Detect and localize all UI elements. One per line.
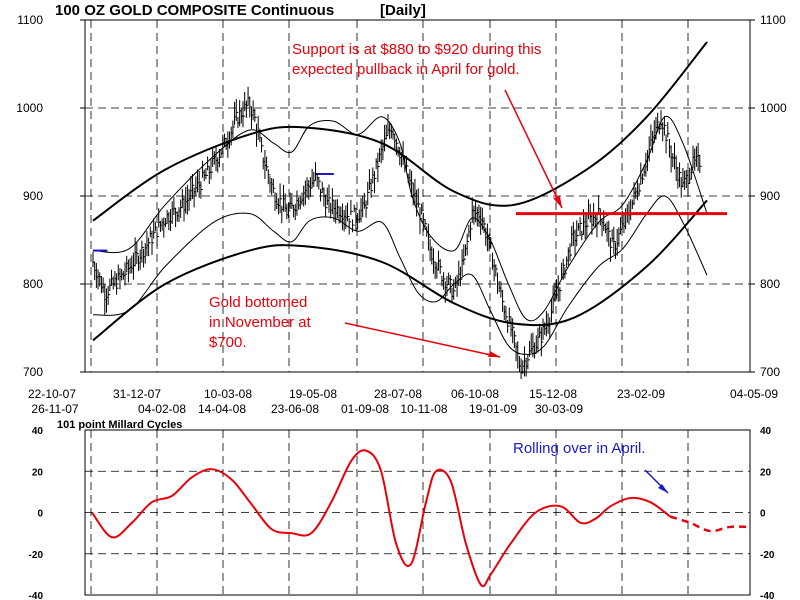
price-y-tick-label: 1000 [16, 101, 43, 115]
oscillator-y-tick-label: 0 [37, 509, 43, 520]
price-x-tick-label: 19-01-09 [469, 402, 517, 416]
cycle-band-outer-lower [92, 199, 708, 342]
price-x-tick-label: 10-11-08 [400, 402, 447, 416]
price-x-tick-label: 06-10-08 [451, 387, 499, 401]
price-x-tick-label: 22-10-07 [28, 387, 76, 401]
oscillator-y-tick-label: -40 [29, 591, 44, 600]
price-x-tick-label: 26-11-07 [31, 402, 78, 416]
cycle-band-inner-upper [92, 115, 708, 322]
bottom-arrow [344, 322, 501, 358]
oscillator-y-tick-label: 40 [760, 426, 772, 437]
oscillator-y-tick-label: -20 [29, 550, 44, 561]
price-x-tick-label: 14-04-08 [198, 402, 246, 416]
price-x-tick-label: 31-12-07 [113, 387, 161, 401]
price-y-tick-label: 1000 [760, 101, 787, 115]
cycle-band-outer-upper [92, 41, 708, 222]
price-x-axis: 22-10-07 31-12-07 10-03-08 19-05-08 28-07-08… [28, 387, 778, 416]
price-y-tick-label: 700 [760, 365, 780, 379]
oscillator-y-tick-label: 0 [760, 509, 766, 520]
price-y-tick-label: 900 [23, 189, 43, 203]
price-x-tick-label: 23-06-08 [271, 402, 319, 416]
price-y-tick-label: 700 [23, 365, 43, 379]
chart-title: 100 OZ GOLD COMPOSITE Continuous [55, 2, 334, 19]
oscillator-grid [85, 430, 750, 595]
price-x-tick-label: 23-02-09 [617, 387, 665, 401]
support-annotation-line2: expected pullback in April for gold. [292, 61, 520, 78]
price-y-tick-label: 1100 [17, 13, 43, 27]
price-y-tick-label: 800 [760, 277, 780, 291]
bottom-annotation-line1: Gold bottomed [209, 294, 307, 311]
bottom-annotation-line3: $700. [209, 334, 247, 351]
price-y-axis-left: 700 800 900 1000 1100 [16, 13, 85, 379]
price-y-tick-label: 1100 [760, 13, 786, 27]
oscillator-y-tick-label: -20 [760, 550, 775, 561]
price-y-tick-label: 800 [23, 277, 43, 291]
bottom-annotation-line2: in November at [209, 314, 312, 331]
price-x-tick-label: 01-09-08 [341, 402, 389, 416]
price-x-tick-label: 30-03-09 [535, 402, 583, 416]
chart-period: [Daily] [380, 2, 426, 19]
millard-cycle-projection [669, 515, 751, 533]
price-x-tick-label: 28-07-08 [374, 387, 422, 401]
oscillator-y-tick-label: 20 [32, 467, 44, 478]
millard-cycle-line [91, 449, 671, 588]
price-x-tick-label: 10-03-08 [204, 387, 252, 401]
support-arrow [504, 89, 563, 209]
oscillator-title: 101 point Millard Cycles [57, 419, 182, 431]
support-arrowhead [553, 196, 562, 208]
price-x-tick-label: 15-12-08 [529, 387, 577, 401]
oscillator-y-tick-label: 40 [32, 426, 44, 437]
bottom-arrowhead [488, 351, 500, 357]
price-cycle-bands [92, 41, 708, 355]
price-y-axis-right: 700 800 900 1000 1100 [750, 13, 787, 379]
rolling-over-arrowhead [658, 484, 668, 493]
price-bars [92, 86, 702, 380]
price-x-tick-label: 04-05-09 [730, 387, 778, 401]
oscillator-y-axis-left: -40 -20 0 20 40 [29, 426, 44, 600]
price-y-tick-label: 900 [760, 189, 780, 203]
price-x-tick-label: 19-05-08 [289, 387, 337, 401]
oscillator-y-axis-right: -40 -20 0 20 40 [760, 426, 775, 600]
rolling-over-annotation: Rolling over in April. [513, 440, 646, 457]
oscillator-series [91, 449, 751, 588]
price-x-tick-label: 04-02-08 [138, 402, 186, 416]
oscillator-y-tick-label: 20 [760, 467, 772, 478]
cycle-band-inner-lower [92, 195, 708, 355]
support-annotation-line1: Support is at $880 to $920 during this [292, 41, 541, 58]
oscillator-y-tick-label: -40 [760, 591, 775, 600]
